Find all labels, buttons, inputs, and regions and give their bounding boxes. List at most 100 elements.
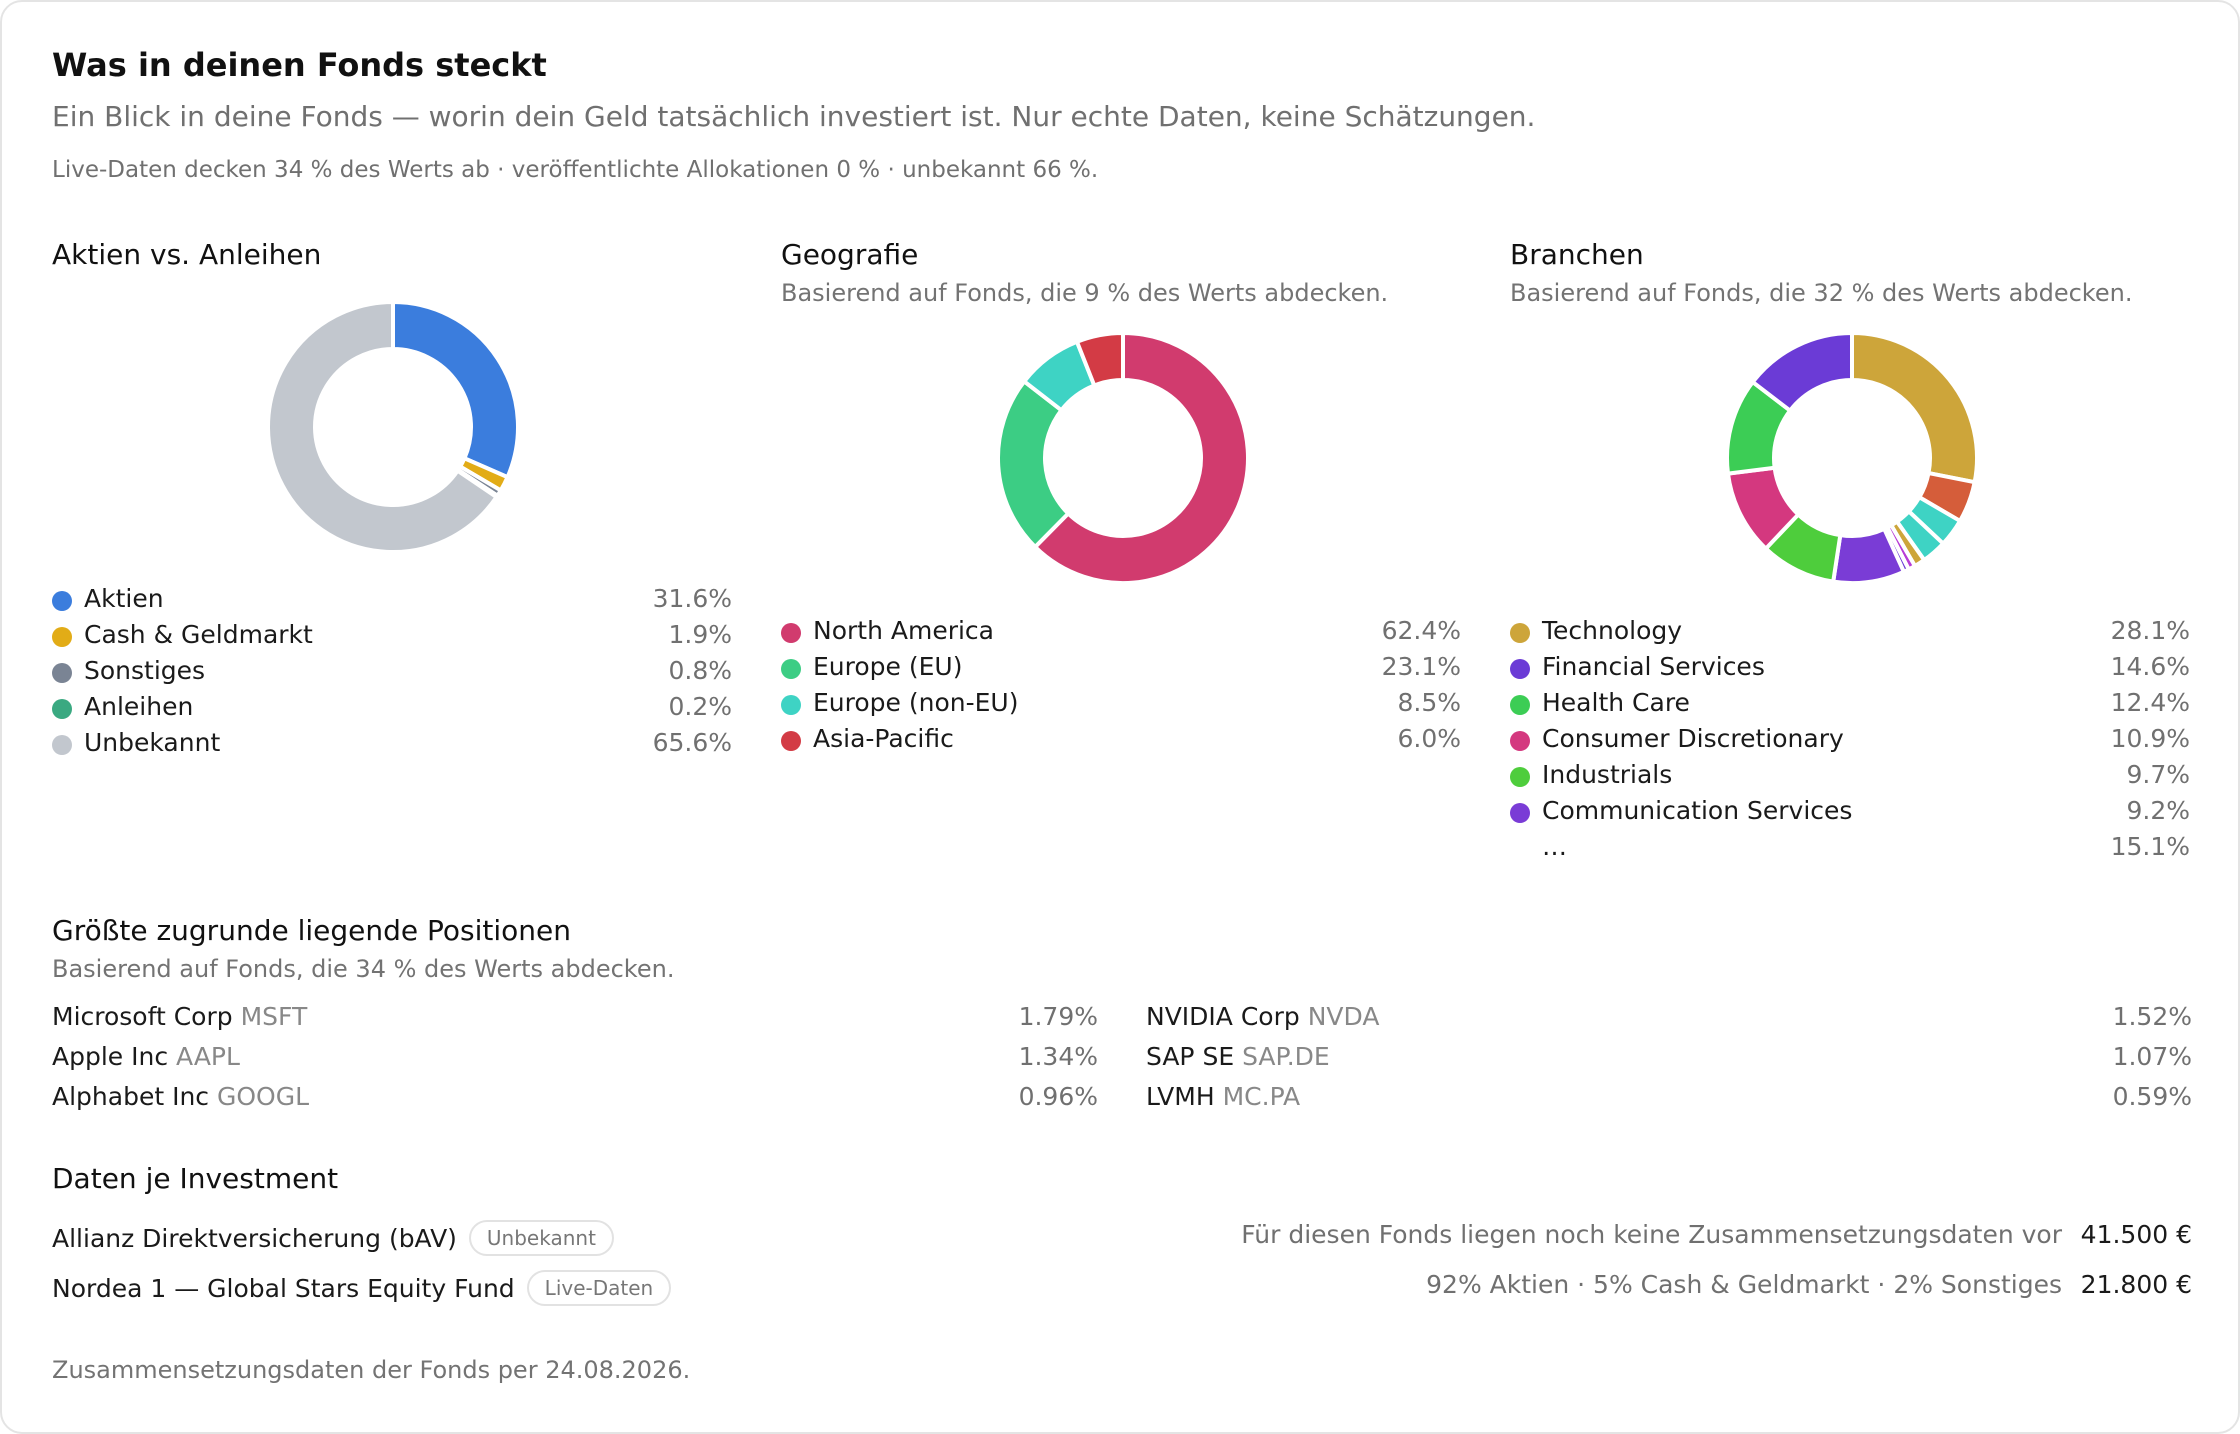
legend-label: Europe (non-EU) xyxy=(813,688,1019,717)
investment-amount: 21.800 € xyxy=(2080,1270,2192,1299)
legend-value: 9.7% xyxy=(2126,760,2190,789)
legend-value: 14.6% xyxy=(2110,652,2190,681)
legend-swatch-icon xyxy=(52,627,72,647)
position-ticker: NVDA xyxy=(1307,1002,1380,1031)
positions-title: Größte zugrunde liegende Positionen xyxy=(52,914,572,947)
legend-label: Consumer Discretionary xyxy=(1542,724,1844,753)
investment-composition: Für diesen Fonds liegen noch keine Zusam… xyxy=(1241,1220,2062,1249)
donut-slice-unbekannt xyxy=(268,302,500,552)
legend-item-cash-geldmarkt: Cash & Geldmarkt 1.9% xyxy=(52,620,732,656)
donut-slice-north-america xyxy=(1032,333,1248,583)
position-row: LVMH MC.PA 0.59% xyxy=(1146,1082,2192,1118)
position-row: SAP SE SAP.DE 1.07% xyxy=(1146,1042,2192,1078)
legend-label: Technology xyxy=(1542,616,1683,645)
investment-status-badge: Unbekannt xyxy=(468,1220,614,1256)
investment-composition: 92% Aktien · 5% Cash & Geldmarkt · 2% So… xyxy=(1426,1270,2062,1299)
legend-label: Cash & Geldmarkt xyxy=(84,620,313,649)
investment-status-badge: Live-Daten xyxy=(526,1270,672,1306)
legend-value: 1.9% xyxy=(668,620,732,649)
geography-title: Geografie xyxy=(781,238,919,271)
legend-item-europe-non-eu: Europe (non-EU) 8.5% xyxy=(781,688,1461,724)
position-name: NVIDIA Corp NVDA xyxy=(1146,1002,1379,1031)
investment-amount: 41.500 € xyxy=(2080,1220,2192,1249)
position-name: LVMH MC.PA xyxy=(1146,1082,1300,1111)
donut-slice-financial-services xyxy=(1749,333,1854,414)
geography-donut xyxy=(998,333,1248,583)
position-name: Apple Inc AAPL xyxy=(52,1042,240,1071)
asset-class-title: Aktien vs. Anleihen xyxy=(52,238,322,271)
legend-label: North America xyxy=(813,616,994,645)
position-name: Alphabet Inc GOOGL xyxy=(52,1082,309,1111)
position-company: Apple Inc xyxy=(52,1042,169,1071)
page-title: Was in deinen Fonds steckt xyxy=(52,46,547,84)
legend-swatch-icon xyxy=(52,699,72,719)
legend-item-financial-services: Financial Services 14.6% xyxy=(1510,652,2190,688)
legend-value: 62.4% xyxy=(1381,616,1461,645)
legend-label: Unbekannt xyxy=(84,728,221,757)
legend-label: Europe (EU) xyxy=(813,652,963,681)
legend-value: 0.8% xyxy=(668,656,732,685)
legend-swatch-icon xyxy=(1510,767,1530,787)
geography-subtitle: Basierend auf Fonds, die 9 % des Werts a… xyxy=(781,279,1389,307)
position-ticker: MSFT xyxy=(240,1002,308,1031)
coverage-note: Live-Daten decken 34 % des Werts ab · ve… xyxy=(52,157,1099,183)
legend-item-europe-eu: Europe (EU) 23.1% xyxy=(781,652,1461,688)
position-company: Alphabet Inc xyxy=(52,1082,210,1111)
investment-title: Allianz Direktversicherung (bAV) xyxy=(52,1224,457,1253)
legend-item-sonstiges: Sonstiges 0.8% xyxy=(52,656,732,692)
footer-note: Zusammensetzungsdaten der Fonds per 24.0… xyxy=(52,1356,691,1384)
position-company: NVIDIA Corp xyxy=(1146,1002,1300,1031)
position-ticker: GOOGL xyxy=(217,1082,310,1111)
legend-swatch-icon xyxy=(1510,659,1530,679)
legend-value: 10.9% xyxy=(2110,724,2190,753)
investment-title: Nordea 1 — Global Stars Equity Fund xyxy=(52,1274,515,1303)
page-subtitle: Ein Blick in deine Fonds — worin dein Ge… xyxy=(52,100,1536,133)
legend-swatch-icon xyxy=(781,623,801,643)
legend-label: Health Care xyxy=(1542,688,1690,717)
sectors-title: Branchen xyxy=(1510,238,1644,271)
donut-slice-technology xyxy=(1850,333,1977,485)
legend-label: … xyxy=(1542,832,1567,861)
legend-swatch-icon xyxy=(1510,695,1530,715)
legend-item-aktien: Aktien 31.6% xyxy=(52,584,732,620)
legend-swatch-icon xyxy=(781,731,801,751)
position-row: NVIDIA Corp NVDA 1.52% xyxy=(1146,1002,2192,1038)
legend-value: 8.5% xyxy=(1397,688,1461,717)
sectors-donut xyxy=(1727,333,1977,583)
legend-swatch-icon xyxy=(1510,731,1530,751)
investment-row[interactable]: Nordea 1 — Global Stars Equity Fund Live-… xyxy=(52,1264,2192,1308)
legend-label: Communication Services xyxy=(1542,796,1853,825)
investment-row[interactable]: Allianz Direktversicherung (bAV) Unbekann… xyxy=(52,1214,2192,1258)
asset-class-donut xyxy=(268,302,518,552)
position-weight: 1.52% xyxy=(2112,1002,2192,1031)
position-weight: 1.07% xyxy=(2112,1042,2192,1071)
legend-swatch-icon xyxy=(52,663,72,683)
position-name: SAP SE SAP.DE xyxy=(1146,1042,1330,1071)
donut-slice-aktien xyxy=(391,302,518,480)
position-ticker: AAPL xyxy=(176,1042,240,1071)
legend-swatch-icon xyxy=(52,591,72,611)
position-company: Microsoft Corp xyxy=(52,1002,233,1031)
position-row: Apple Inc AAPL 1.34% xyxy=(52,1042,1098,1078)
position-ticker: SAP.DE xyxy=(1242,1042,1330,1071)
legend-item-unbekannt: Unbekannt 65.6% xyxy=(52,728,732,764)
legend-item-asia-pacific: Asia-Pacific 6.0% xyxy=(781,724,1461,760)
legend-item-communication-services: Communication Services 9.2% xyxy=(1510,796,2190,832)
legend-label: Industrials xyxy=(1542,760,1673,789)
legend-item-anleihen: Anleihen 0.2% xyxy=(52,692,732,728)
position-name: Microsoft Corp MSFT xyxy=(52,1002,307,1031)
investment-name: Nordea 1 — Global Stars Equity Fund Live-… xyxy=(52,1270,672,1306)
legend-label: Asia-Pacific xyxy=(813,724,954,753)
legend-item-health-care: Health Care 12.4% xyxy=(1510,688,2190,724)
legend-swatch-icon xyxy=(781,695,801,715)
legend-item-more: … 15.1% xyxy=(1510,832,2190,868)
position-company: SAP SE xyxy=(1146,1042,1235,1071)
position-weight: 0.96% xyxy=(1018,1082,1098,1111)
legend-label: Sonstiges xyxy=(84,656,206,685)
legend-item-north-america: North America 62.4% xyxy=(781,616,1461,652)
position-ticker: MC.PA xyxy=(1222,1082,1301,1111)
legend-value: 65.6% xyxy=(652,728,732,757)
legend-item-technology: Technology 28.1% xyxy=(1510,616,2190,652)
legend-value: 28.1% xyxy=(2110,616,2190,645)
